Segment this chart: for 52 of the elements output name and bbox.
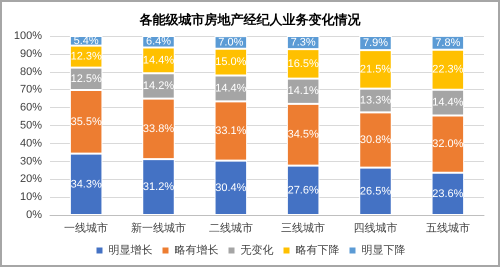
data-label: 35.5% — [70, 116, 102, 128]
data-label: 34.3% — [70, 178, 102, 190]
data-label: 14.4% — [142, 54, 174, 66]
legend-label: 略有下降 — [296, 244, 340, 256]
data-label: 21.5% — [360, 63, 392, 76]
chart-title: 各能级城市房地产经纪人业务变化情况 — [138, 12, 362, 27]
data-label: 31.2% — [142, 181, 174, 194]
x-tick-label: 二线城市 — [208, 222, 253, 234]
data-label: 23.6% — [432, 188, 464, 200]
data-label: 7.8% — [435, 36, 461, 49]
data-label: 7.9% — [362, 37, 388, 50]
data-label: 27.6% — [288, 184, 319, 196]
y-tick-label: 70% — [20, 84, 42, 96]
data-label: 6.4% — [146, 36, 172, 48]
data-label: 14.4% — [432, 96, 464, 109]
x-tick-label: 五线城市 — [426, 222, 470, 234]
data-label: 12.5% — [70, 72, 102, 85]
y-tick-label: 60% — [20, 102, 42, 114]
y-tick-label: 80% — [20, 66, 42, 78]
data-label: 22.3% — [432, 64, 464, 76]
x-tick-label: 三线城市 — [281, 222, 326, 234]
legend-label: 略有增长 — [174, 244, 218, 256]
x-tick-label: 一线城市 — [64, 222, 108, 234]
data-label: 33.1% — [215, 124, 247, 137]
y-tick-label: 40% — [20, 137, 42, 150]
data-label: 7.0% — [218, 36, 244, 48]
legend-label: 无变化 — [240, 244, 274, 256]
data-label: 26.5% — [360, 185, 392, 198]
data-label: 16.5% — [288, 58, 319, 70]
x-tick-label: 新一线城市 — [131, 222, 186, 234]
data-label: 33.8% — [142, 122, 174, 135]
legend-label: 明显下降 — [362, 244, 406, 256]
data-label: 30.4% — [215, 182, 247, 194]
data-label: 32.0% — [432, 138, 464, 150]
y-tick-label: 0% — [26, 209, 42, 221]
y-tick-label: 100% — [14, 30, 42, 42]
data-label: 13.3% — [360, 94, 392, 107]
data-label: 34.5% — [288, 128, 319, 141]
y-tick-label: 90% — [20, 48, 42, 60]
y-tick-label: 10% — [20, 191, 42, 204]
legend-label: 明显增长 — [108, 244, 152, 256]
data-label: 14.1% — [288, 85, 319, 98]
y-tick-label: 20% — [20, 173, 42, 186]
data-label: 14.2% — [142, 80, 174, 92]
y-tick-label: 30% — [20, 155, 42, 168]
y-tick-label: 50% — [20, 120, 42, 132]
data-label: 15.0% — [215, 56, 247, 68]
data-label: 7.3% — [290, 36, 316, 49]
data-label: 14.4% — [215, 82, 247, 94]
x-tick-label: 四线城市 — [354, 222, 398, 234]
data-label: 12.3% — [70, 50, 102, 63]
data-label: 30.8% — [360, 134, 392, 146]
